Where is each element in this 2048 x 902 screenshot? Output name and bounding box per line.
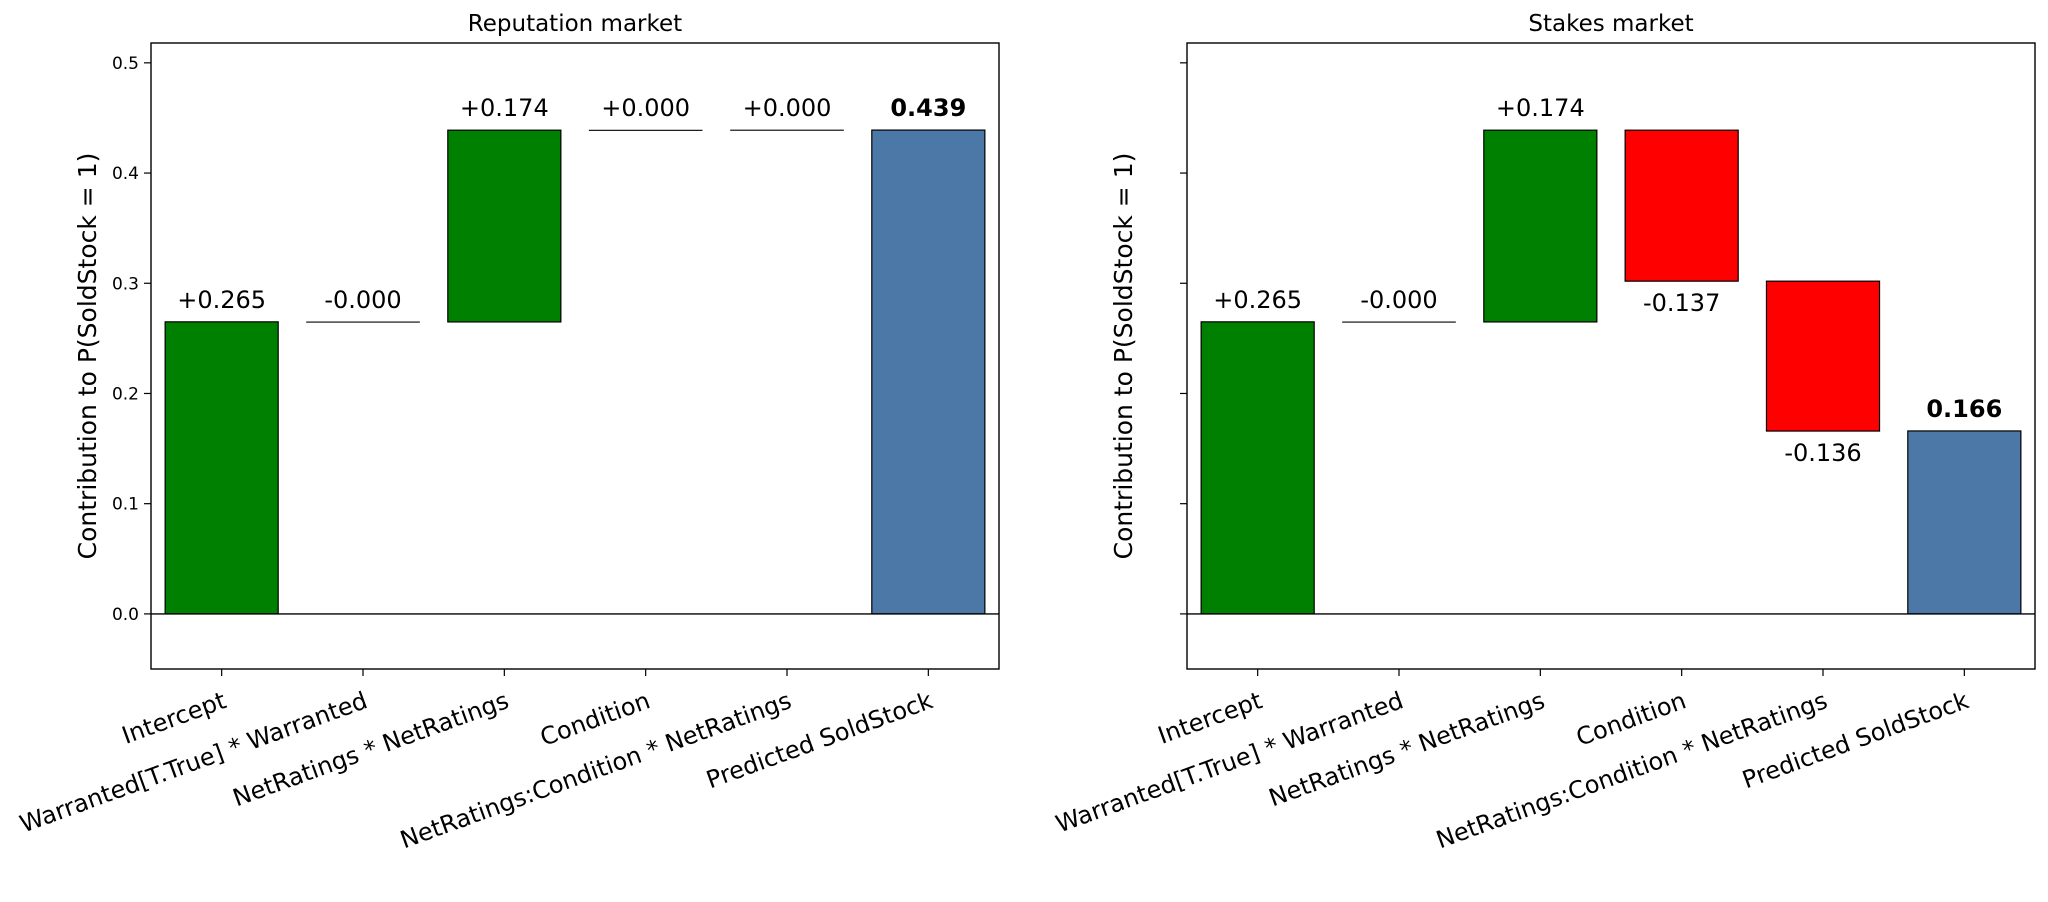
bar bbox=[164, 321, 279, 615]
value-label: +0.174 bbox=[1496, 94, 1585, 122]
bar bbox=[1765, 280, 1881, 432]
bar bbox=[306, 321, 420, 323]
value-label: +0.174 bbox=[460, 94, 549, 122]
x-tick-label: Predicted SoldStock bbox=[703, 686, 937, 794]
bar bbox=[1907, 430, 2022, 615]
value-label: +0.000 bbox=[743, 94, 832, 122]
total-label: 0.439 bbox=[890, 94, 966, 122]
axes-frame bbox=[1186, 42, 2036, 670]
y-tick-label: 0.3 bbox=[112, 274, 139, 294]
total-label: 0.166 bbox=[1926, 395, 2002, 423]
value-label: +0.265 bbox=[177, 286, 266, 314]
x-tick-label: Predicted SoldStock bbox=[1739, 686, 1973, 794]
y-axis-label: Contribution to P(SoldStock = 1) bbox=[1109, 153, 1138, 560]
bar bbox=[871, 129, 986, 615]
value-label: +0.265 bbox=[1213, 286, 1302, 314]
bar bbox=[1624, 129, 1739, 282]
bar bbox=[730, 129, 844, 131]
y-tick-label: 0.2 bbox=[112, 384, 139, 404]
value-label: -0.000 bbox=[1360, 286, 1437, 314]
y-tick-label: 0.5 bbox=[112, 54, 139, 74]
bar bbox=[1342, 321, 1456, 323]
x-tick-label: NetRatings * NetRatings bbox=[229, 686, 512, 812]
value-label: -0.000 bbox=[324, 286, 401, 314]
value-label: -0.136 bbox=[1784, 439, 1861, 467]
y-tick-label: 0.4 bbox=[112, 164, 139, 184]
chart-title: Stakes market bbox=[1528, 11, 1693, 37]
axes-frame bbox=[150, 42, 1000, 670]
bar bbox=[447, 129, 562, 323]
value-label: -0.137 bbox=[1643, 289, 1720, 317]
bar bbox=[588, 129, 703, 131]
chart-title: Reputation market bbox=[468, 11, 682, 37]
y-tick-label: 0.1 bbox=[112, 495, 139, 515]
x-tick-label: NetRatings * NetRatings bbox=[1265, 686, 1548, 812]
y-tick-label: 0.0 bbox=[112, 605, 139, 625]
bar bbox=[1483, 129, 1598, 323]
bar bbox=[1200, 321, 1315, 615]
value-label: +0.000 bbox=[601, 94, 690, 122]
y-axis-label: Contribution to P(SoldStock = 1) bbox=[73, 153, 102, 560]
